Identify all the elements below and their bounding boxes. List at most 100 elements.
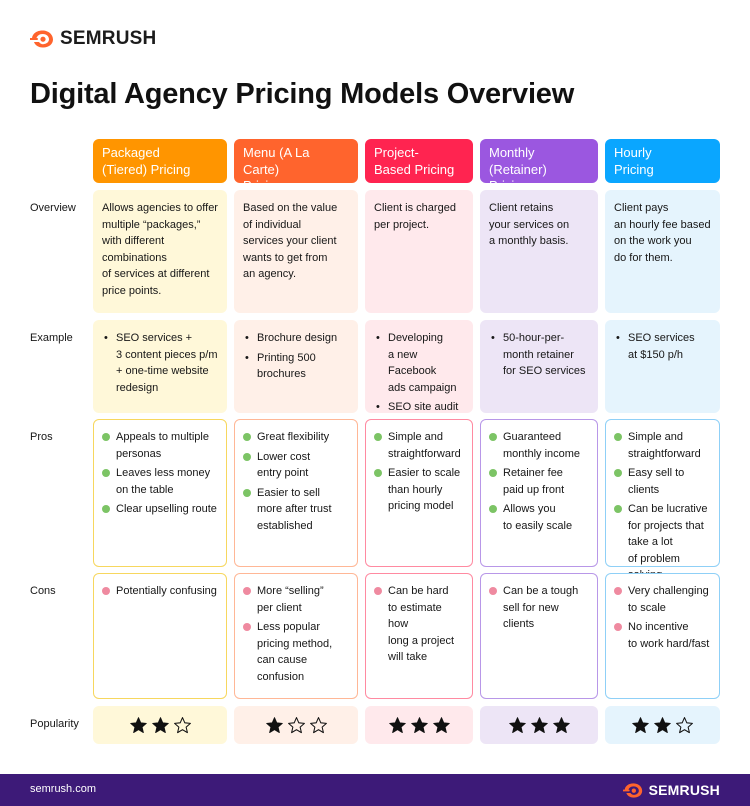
cons-list: More “selling” per client Less popular pr…: [243, 583, 349, 685]
con-dot-icon: [243, 587, 251, 595]
column-header-5: Hourly Pricing: [605, 139, 720, 183]
cons-text: Very challenging to scale: [628, 585, 709, 614]
pros-text: Allows you to easily scale: [503, 503, 573, 532]
pros-text: Easy sell to clients: [628, 467, 685, 496]
pro-dot-icon: [614, 469, 622, 477]
star-filled-icon: [552, 716, 570, 733]
pros-text: Simple and straightforward: [628, 431, 701, 460]
row-label-overview: Overview: [30, 202, 76, 214]
bullet: •: [376, 332, 380, 344]
column-header-4: Monthly (Retainer) Pricing: [480, 139, 598, 193]
example-list: • Developing a new Facebook ads campaign •…: [374, 330, 464, 416]
pros-text: Appeals to multiple personas: [116, 431, 209, 460]
cons-item: Less popular pricing method, can cause c…: [243, 619, 349, 685]
pro-dot-icon: [489, 505, 497, 513]
bullet: •: [245, 351, 249, 364]
pros-cell: Simple and straightforward Easy sell to c…: [605, 419, 720, 581]
pro-dot-icon: [614, 433, 622, 441]
star-outline-icon: [309, 716, 327, 733]
star-filled-icon: [410, 716, 428, 733]
overview-text: Client retains your services on a monthl…: [489, 202, 570, 247]
pro-dot-icon: [374, 433, 382, 441]
pros-item: Leaves less money on the table: [102, 465, 218, 498]
pros-item: Easy sell to clients: [614, 465, 711, 498]
pros-item: Guaranteed monthly income: [489, 429, 589, 462]
star-filled-icon: [388, 716, 406, 733]
overview-cell: Client is charged per project.: [365, 190, 473, 313]
cons-item: Can be hard to estimate how long a proje…: [374, 583, 464, 666]
pros-item: Simple and straightforward: [374, 429, 464, 462]
overview-text: Based on the value of individual service…: [243, 202, 338, 280]
footer-url[interactable]: semrush.com: [30, 783, 97, 795]
page-title: Digital Agency Pricing Models Overview: [30, 78, 575, 110]
cons-cell: Very challenging to scale No incentive to…: [605, 573, 720, 699]
example-item: • SEO services + 3 content pieces p/m + o…: [102, 330, 218, 396]
example-text: SEO site audit: [388, 401, 459, 413]
pro-dot-icon: [374, 469, 382, 477]
popularity-rating: [365, 706, 473, 744]
star-outline-icon: [287, 716, 305, 733]
pros-list: Guaranteed monthly income Retainer fee pa…: [489, 429, 589, 534]
pros-list: Great flexibility Lower cost entry point E…: [243, 429, 349, 534]
con-dot-icon: [614, 623, 622, 631]
pros-item: Can be lucrative for projects that take …: [614, 501, 711, 584]
bullet: •: [104, 332, 108, 344]
star-filled-icon: [530, 716, 548, 733]
cons-list: Very challenging to scale No incentive to…: [614, 583, 711, 652]
cons-list: Potentially confusing: [102, 583, 218, 600]
example-cell: • 50-hour-per- month retainer for SEO ser…: [480, 320, 598, 413]
example-item: • Brochure design: [243, 330, 349, 347]
con-dot-icon: [102, 587, 110, 595]
cons-cell: More “selling” per client Less popular pr…: [234, 573, 358, 699]
star-outline-icon: [173, 716, 191, 733]
overview-text: Client is charged per project.: [374, 202, 456, 231]
popularity-rating: [480, 706, 598, 744]
cons-list: Can be a tough sell for new clients: [489, 583, 589, 633]
pros-cell: Appeals to multiple personas Leaves less …: [93, 419, 227, 567]
cons-item: Very challenging to scale: [614, 583, 711, 616]
overview-cell: Client pays an hourly fee based on the w…: [605, 190, 720, 313]
pros-item: Retainer fee paid up front: [489, 465, 589, 498]
pro-dot-icon: [102, 433, 110, 441]
example-cell: • SEO services at $150 p/h: [605, 320, 720, 413]
pros-text: Simple and straightforward: [388, 431, 461, 460]
column-header-3: Project- Based Pricing: [365, 139, 473, 183]
bullet: •: [616, 332, 620, 344]
pro-dot-icon: [489, 433, 497, 441]
pros-text: Clear upselling route: [116, 503, 217, 515]
star-filled-icon: [654, 716, 671, 733]
pro-dot-icon: [489, 469, 497, 477]
pros-text: Guaranteed monthly income: [503, 431, 581, 460]
row-label-popularity: Popularity: [30, 718, 79, 730]
overview-cell: Client retains your services on a monthl…: [480, 190, 598, 313]
overview-cell: Based on the value of individual service…: [234, 190, 358, 313]
example-cell: • Brochure design • Printing 500 brochures: [234, 320, 358, 413]
overview-text: Client pays an hourly fee based on the w…: [614, 202, 711, 264]
star-outline-icon: [676, 716, 693, 733]
overview-text: Allows agencies to offer multiple “packa…: [102, 202, 218, 297]
example-item: • SEO site audit: [374, 399, 464, 416]
pros-item: Lower cost entry point: [243, 449, 349, 482]
pros-text: Retainer fee paid up front: [503, 467, 565, 496]
cons-text: More “selling” per client: [257, 585, 324, 614]
pro-dot-icon: [243, 433, 251, 441]
row-label-cons: Cons: [30, 585, 56, 597]
con-dot-icon: [243, 623, 251, 631]
example-item: • SEO services at $150 p/h: [614, 330, 711, 363]
pros-item: Easier to scale than hourly pricing mode…: [374, 465, 464, 515]
example-cell: • SEO services + 3 content pieces p/m + o…: [93, 320, 227, 413]
pros-text: Leaves less money on the table: [116, 467, 211, 496]
example-text: SEO services at $150 p/h: [628, 332, 695, 361]
star-filled-icon: [265, 716, 283, 733]
pros-cell: Simple and straightforward Easier to scal…: [365, 419, 473, 567]
pro-dot-icon: [102, 505, 110, 513]
cons-item: More “selling” per client: [243, 583, 349, 616]
row-label-example: Example: [30, 332, 73, 344]
star-filled-icon: [508, 716, 526, 733]
cons-item: Can be a tough sell for new clients: [489, 583, 589, 633]
column-header-2: Menu (A La Carte) Pricing: [234, 139, 358, 193]
example-list: • 50-hour-per- month retainer for SEO ser…: [489, 330, 589, 380]
pros-text: Great flexibility: [257, 431, 330, 443]
cons-list: Can be hard to estimate how long a proje…: [374, 583, 464, 666]
popularity-rating: [234, 706, 358, 744]
